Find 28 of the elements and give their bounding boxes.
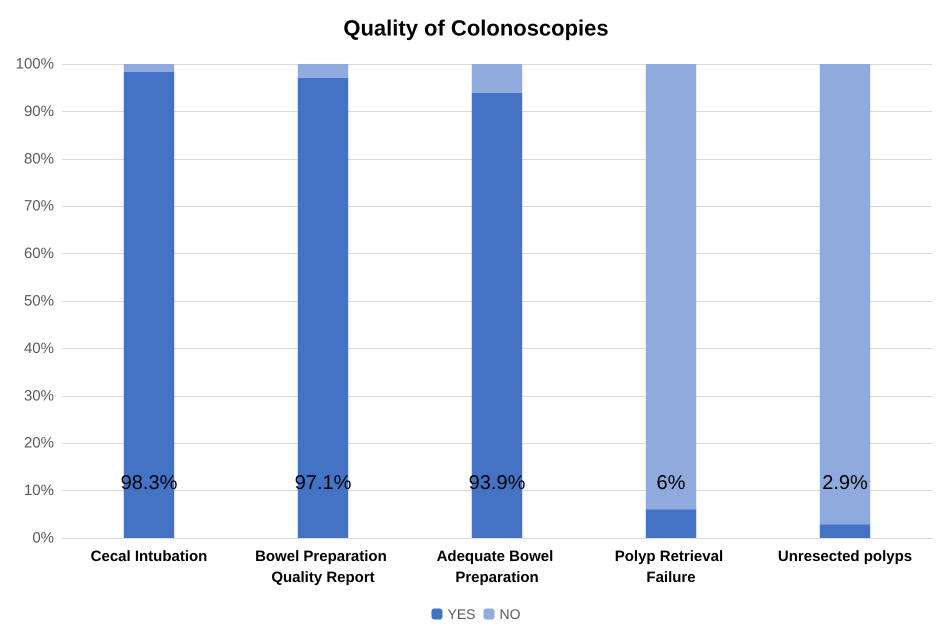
x-tick-label: Adequate Bowel Preparation [436,548,558,586]
y-tick-label: 50% [24,292,54,310]
y-tick-label: 10% [24,482,54,500]
y-tick-label: 100% [16,56,54,72]
data-label: 6% [656,472,686,494]
y-tick-label: 0% [32,530,54,546]
bar [646,64,696,510]
y-tick-label: 70% [24,198,54,215]
bar [298,64,348,78]
bar [820,524,870,538]
y-tick-label: 30% [24,387,54,404]
bar [646,510,696,538]
bar [124,64,174,72]
y-tick-label: 90% [24,102,54,120]
legend-label: NO [500,606,521,622]
y-tick-label: 20% [24,434,54,452]
chart-title: Quality of Colonoscopies [343,16,609,40]
legend-label: YES [447,606,476,622]
y-tick-label: 60% [24,245,54,262]
bar [820,64,870,524]
y-tick-label: 80% [24,150,54,168]
x-tick-label: Unresected polyps [778,548,912,565]
bar [472,64,522,93]
data-label: 2.9% [822,472,868,494]
x-tick-label: Cecal Intubation [90,548,208,565]
x-tick-label: Polyp Retrieval Failure [614,548,728,586]
y-tick-label: 40% [24,340,54,357]
x-tick-label: Bowel Preparation Quality Report [255,548,391,586]
